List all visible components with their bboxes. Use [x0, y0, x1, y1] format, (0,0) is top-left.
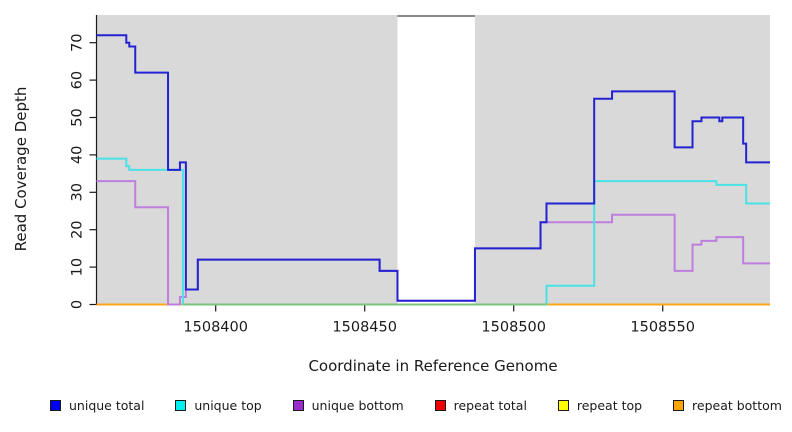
legend-item-repeat-top: repeat top: [557, 398, 643, 413]
legend-label: repeat total: [453, 398, 527, 413]
legend-item-repeat-bottom: repeat bottom: [673, 398, 782, 413]
legend-item-unique-top: unique top: [175, 398, 262, 413]
x-tick-label: 1508450: [332, 320, 397, 336]
x-tick-label: 1508400: [183, 320, 248, 336]
series-line-unique-total: [96, 34, 770, 302]
legend-swatch-unique-top: [175, 400, 187, 411]
legend-item-unique-bottom: unique bottom: [292, 398, 404, 413]
legend-item-unique-total: unique total: [50, 398, 144, 413]
x-tick-label: 1508550: [630, 320, 695, 336]
legend-swatch-repeat-top: [557, 400, 569, 411]
x-axis-title: Coordinate in Reference Genome: [308, 357, 558, 375]
series-line-unique-top: [96, 157, 770, 306]
y-axis-title: Read Coverage Depth: [12, 86, 30, 252]
x-tick-label: 1508500: [481, 320, 546, 336]
legend: unique total unique top unique bottom repea…: [50, 398, 782, 413]
y-tick-label: 20: [70, 220, 86, 238]
legend-label: repeat bottom: [692, 398, 782, 413]
y-tick-label: 30: [70, 183, 86, 201]
legend-swatch-unique-total: [50, 400, 61, 411]
legend-label: unique bottom: [311, 398, 404, 413]
legend-item-repeat-total: repeat total: [434, 398, 527, 413]
legend-label: repeat top: [576, 398, 643, 413]
legend-swatch-repeat-bottom: [673, 400, 685, 411]
y-tick-label: 10: [70, 258, 86, 276]
legend-label: unique top: [194, 398, 262, 413]
legend-label: unique total: [69, 398, 145, 413]
y-tick-label: 0: [70, 300, 86, 309]
y-tick-label: 70: [70, 33, 86, 51]
legend-swatch-repeat-total: [434, 400, 446, 411]
y-tick-label: 50: [70, 108, 86, 126]
y-tick-label: 40: [70, 146, 86, 164]
legend-swatch-unique-bottom: [292, 400, 304, 411]
unshaded-region: [397, 15, 475, 304]
y-tick-label: 60: [70, 71, 86, 89]
